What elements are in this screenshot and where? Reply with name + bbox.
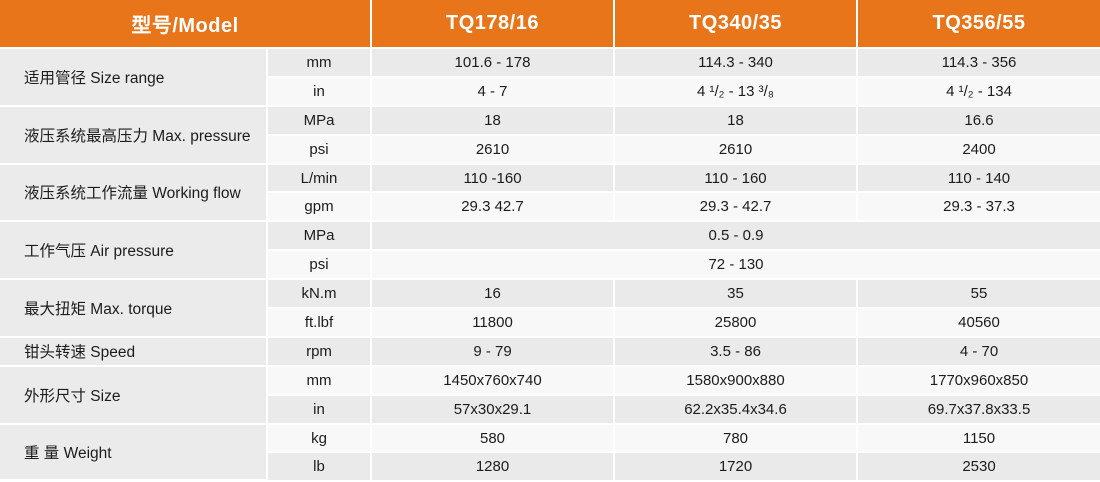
value-cell: 101.6 - 178 — [371, 48, 615, 78]
value-cell: 110 - 140 — [857, 163, 1100, 194]
table-row: 液压系统工作流量 Working flow L/min 110 -160 110 - … — [0, 163, 1100, 223]
spec-label-cell: 外形尺寸 Size — [0, 365, 268, 425]
spec-label-cell: 工作气压 Air pressure — [0, 221, 268, 281]
value-cell: 62.2x35.4x34.6 — [614, 394, 858, 425]
value-cell: 114.3 - 356 — [857, 48, 1100, 78]
spec-label-cell: 最大扭矩 Max. torque — [0, 279, 268, 338]
value-cell: 29.3 42.7 — [371, 192, 615, 223]
table-row: 重 量 Weight kg 580 780 1150 — [0, 423, 1100, 482]
value-cell: 11800 — [371, 308, 615, 338]
value-cell: 4 - 70 — [857, 336, 1100, 367]
value-cell: 16 — [371, 279, 615, 310]
spec-label-cell: 液压系统工作流量 Working flow — [0, 163, 268, 223]
unit-cell: gpm — [267, 192, 372, 223]
table-row: ft.lbf 11800 25800 40560 — [0, 308, 1100, 338]
unit-cell: kg — [267, 423, 372, 454]
table-row: in 57x30x29.1 62.2x35.4x34.6 69.7x37.8x33.5 — [0, 394, 1100, 425]
unit-cell: ft.lbf — [267, 308, 372, 338]
table-row: 外形尺寸 Size mm 1450x760x740 1580x900x880 1770x… — [0, 365, 1100, 425]
value-cell: 18 — [371, 105, 615, 136]
value-cell: 1770x960x850 — [857, 365, 1100, 396]
header-row: 型号/Model TQ178/16 TQ340/35 TQ356/55 — [0, 0, 1100, 49]
value-cell: 580 — [371, 423, 615, 454]
table-row: lb 1280 1720 2530 — [0, 452, 1100, 481]
value-cell: 29.3 - 37.3 — [857, 192, 1100, 223]
value-cell: 110 - 160 — [614, 163, 858, 194]
table-row: 最大扭矩 Max. torque kN.m 16 35 55 — [0, 279, 1100, 338]
value-cell: 69.7x37.8x33.5 — [857, 394, 1100, 425]
value-cell: 35 — [614, 279, 858, 310]
value-cell: 1280 — [371, 452, 615, 481]
table-row: 钳头转速 Speed rpm 9 - 79 3.5 - 86 4 - 70 — [0, 336, 1100, 367]
value-cell: 40560 — [857, 308, 1100, 338]
unit-cell: psi — [267, 134, 372, 165]
spec-label-cell: 重 量 Weight — [0, 423, 268, 482]
table-row: 适用管径 Size range mm 101.6 - 178 114.3 - 340 1… — [0, 48, 1100, 107]
unit-cell: rpm — [267, 336, 372, 367]
table-row: gpm 29.3 42.7 29.3 - 42.7 29.3 - 37.3 — [0, 192, 1100, 223]
spec-label-cell: 适用管径 Size range — [0, 48, 268, 107]
spec-label-cell: 钳头转速 Speed — [0, 336, 268, 367]
value-cell: 4 ¹/₂ - 134 — [857, 76, 1100, 107]
model-header-tq340: TQ340/35 — [614, 0, 858, 49]
value-cell: 780 — [614, 423, 858, 454]
unit-cell: mm — [267, 365, 372, 396]
model-header-tq178: TQ178/16 — [371, 0, 615, 49]
table-row: 液压系统最高压力 Max. pressure MPa 18 18 16.6 — [0, 105, 1100, 165]
value-cell: 2400 — [857, 134, 1100, 165]
value-cell: 4 - 7 — [371, 76, 615, 107]
value-cell: 29.3 - 42.7 — [614, 192, 858, 223]
unit-cell: L/min — [267, 163, 372, 194]
value-cell: 2530 — [857, 452, 1100, 481]
value-cell: 16.6 — [857, 105, 1100, 136]
value-cell: 55 — [857, 279, 1100, 310]
model-column-header: 型号/Model — [0, 0, 372, 49]
value-cell: 1720 — [614, 452, 858, 481]
unit-cell: in — [267, 76, 372, 107]
value-cell: 3.5 - 86 — [614, 336, 858, 367]
value-cell: 4 ¹/₂ - 13 ³/₈ — [614, 76, 858, 107]
value-cell: 1150 — [857, 423, 1100, 454]
unit-cell: MPa — [267, 221, 372, 252]
table-row: psi 2610 2610 2400 — [0, 134, 1100, 165]
value-cell: 1450x760x740 — [371, 365, 615, 396]
unit-cell: kN.m — [267, 279, 372, 310]
unit-cell: MPa — [267, 105, 372, 136]
model-header-tq356: TQ356/55 — [857, 0, 1100, 49]
value-cell: 25800 — [614, 308, 858, 338]
value-cell: 57x30x29.1 — [371, 394, 615, 425]
value-cell: 2610 — [371, 134, 615, 165]
value-cell: 1580x900x880 — [614, 365, 858, 396]
unit-cell: in — [267, 394, 372, 425]
merged-value-cell: 0.5 - 0.9 — [371, 221, 1100, 252]
unit-cell: mm — [267, 48, 372, 78]
spec-label-cell: 液压系统最高压力 Max. pressure — [0, 105, 268, 165]
value-cell: 18 — [614, 105, 858, 136]
unit-cell: psi — [267, 250, 372, 281]
table-row: psi 72 - 130 — [0, 250, 1100, 281]
table-row: 工作气压 Air pressure MPa 0.5 - 0.9 — [0, 221, 1100, 281]
value-cell: 9 - 79 — [371, 336, 615, 367]
value-cell: 110 -160 — [371, 163, 615, 194]
value-cell: 2610 — [614, 134, 858, 165]
unit-cell: lb — [267, 452, 372, 481]
merged-value-cell: 72 - 130 — [371, 250, 1100, 281]
value-cell: 114.3 - 340 — [614, 48, 858, 78]
